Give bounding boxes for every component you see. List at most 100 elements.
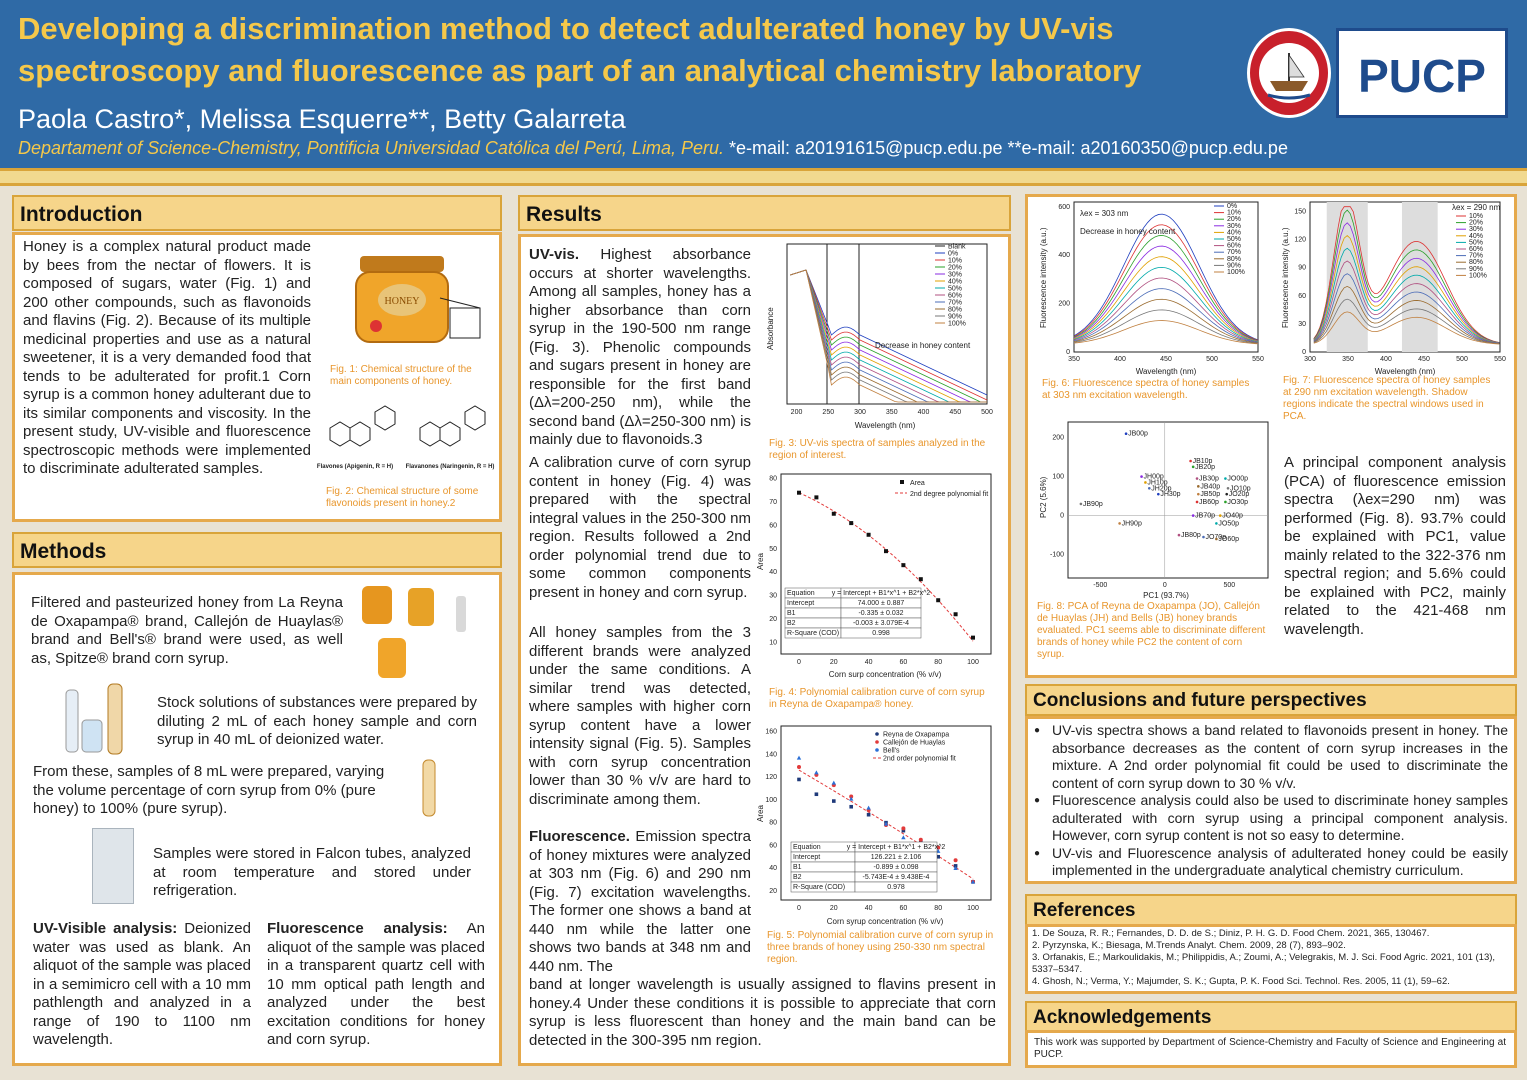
- fig5-point: [849, 794, 854, 799]
- header-stripe: [0, 168, 1527, 186]
- fig4-table-value: y = Intercept + B1*x^1 + B2*x^2: [832, 590, 931, 597]
- reference-item: 1. De Souza, R. R.; Fernandes, D. D. de …: [1032, 928, 1430, 939]
- fig4-point: [814, 495, 819, 500]
- fig3-legend-label: 10%: [948, 258, 962, 265]
- fig6-ylabel: Fluorescence intensity (a.u.): [1039, 227, 1048, 328]
- fig5-point: [832, 799, 836, 803]
- results-uv-p1: UV-vis. Highest absorbance occurs at sho…: [529, 246, 751, 450]
- fig7-series-line: [1313, 247, 1500, 344]
- fig3-annotation: Decrease in honey content: [875, 341, 971, 350]
- fig4-xtick: 100: [967, 659, 979, 666]
- fig5-xtick: 100: [967, 905, 979, 912]
- fig2-caption: Fig. 2: Chemical structure of some flavo…: [326, 486, 479, 509]
- fig3-legend-label: 0%: [948, 251, 958, 258]
- fig8-ytick: 0: [1060, 513, 1064, 520]
- fig8-point-label: JB80p: [1181, 532, 1201, 539]
- fig6-legend-label: 10%: [1227, 210, 1241, 217]
- poster-header: Developing a discrimination method to de…: [0, 0, 1527, 168]
- fig4-point: [797, 490, 801, 495]
- references-box: [1025, 924, 1517, 994]
- fig5-point: [901, 835, 906, 840]
- fig7-legend-label: 80%: [1469, 259, 1483, 266]
- fig8-point: [1224, 477, 1227, 480]
- fig4-point: [884, 549, 888, 554]
- fig8-point-label: JO10p: [1230, 485, 1251, 492]
- fig4-ytick: 10: [769, 639, 777, 646]
- results-uv-p1-text: Highest absorbance occurs at shorter wav…: [529, 246, 751, 448]
- fig6-caption: Fig. 6: Fluorescence spectra of honey sa…: [1042, 378, 1250, 401]
- fig3-xtick: 450: [949, 409, 961, 416]
- fig8-xtick: 500: [1223, 582, 1235, 589]
- fig6-xtick: 350: [1068, 356, 1080, 363]
- uv-analysis-text: UV-Visible analysis: Deionized water was…: [33, 920, 251, 1050]
- fig5-point: [901, 828, 906, 833]
- fig8-point-label: JB00p: [1128, 431, 1148, 438]
- fig7-xtick: 450: [1418, 356, 1430, 363]
- conclusion-item: UV-vis spectra shows a band related to f…: [1034, 722, 1508, 792]
- fig4-table-value: -0.003 ± 3.079E-4: [853, 620, 909, 627]
- fig7-ytick: 120: [1294, 237, 1306, 244]
- fig4-ytick: 40: [769, 569, 777, 576]
- fig8-point: [1215, 537, 1218, 541]
- fig6-series-line: [1073, 245, 1259, 342]
- results-uv-p2: A calibration curve of corn syrup conten…: [529, 454, 751, 601]
- conclusion-item: UV-vis and Fluorescence analysis of adul…: [1034, 845, 1508, 880]
- fig7-ytick: 90: [1298, 265, 1306, 272]
- fig6-legend-label: 100%: [1227, 269, 1245, 276]
- fig8-point: [1189, 459, 1192, 463]
- fig4-point: [901, 563, 906, 568]
- fig8-point: [1215, 522, 1218, 525]
- fig4-xtick: 20: [830, 659, 838, 666]
- fig3-ylabel: Absorbance: [766, 307, 775, 350]
- fig7-series-line: [1313, 222, 1500, 344]
- conclusions-list: UV-vis spectra shows a band related to f…: [1034, 722, 1508, 880]
- fig5-table-value: -5.743E-4 ± 9.438E-4: [863, 874, 930, 881]
- fig8-point: [1224, 500, 1227, 504]
- fig3-caption: Fig. 3: UV-vis spectra of samples analyz…: [769, 438, 986, 461]
- fig4-table-key: B2: [787, 620, 796, 627]
- fig6-xtick: 450: [1160, 356, 1172, 363]
- fig8-point: [1218, 514, 1222, 517]
- flavanones-label: Flavanones (Naringenin, R = H): [406, 464, 495, 470]
- fig7-xtick: 350: [1342, 356, 1354, 363]
- fig7-series-line: [1313, 273, 1500, 344]
- fig5-legend-label: Bell's: [883, 748, 900, 755]
- fig5-table-key: R-Square (COD): [793, 884, 845, 891]
- fig5-ytick: 120: [765, 774, 777, 781]
- fig6-xtick: 550: [1252, 356, 1264, 363]
- emails: *e-mail: a20191615@pucp.edu.pe **e-mail:…: [729, 138, 1288, 158]
- flavonoid-structures-image: Flavones (Apigenin, R = H) Flavanones (N…: [315, 398, 497, 480]
- fig7-series-line: [1313, 206, 1500, 343]
- fig5-point: [797, 777, 801, 782]
- fig6-series-line: [1073, 298, 1259, 344]
- fig8-point-label: JB90p: [1083, 501, 1103, 508]
- reference-item: 4. Ghosh, N.; Verma, Y.; Majumder, S. K.…: [1032, 976, 1450, 987]
- fig7-legend-label: 60%: [1469, 246, 1483, 253]
- fig5-point: [866, 805, 871, 810]
- fig8-xtick: 0: [1163, 582, 1167, 589]
- fig5-xlabel: Corn syrup concentration (% v/v): [827, 917, 944, 926]
- results-fl-p2: band at longer wavelength is usually ass…: [529, 976, 996, 1049]
- methods-p3: From these, samples of 8 mL were prepare…: [33, 763, 385, 817]
- fig6-legend-label: 50%: [1227, 236, 1241, 243]
- fig4-ylabel: Area: [756, 553, 765, 570]
- conclusion-item: Fluorescence analysis could also be used…: [1034, 792, 1508, 845]
- fig5-ytick: 160: [765, 729, 777, 736]
- fig4-xlabel: Corn surp concentration (% v/v): [829, 670, 942, 679]
- fig6-series-line: [1073, 277, 1259, 343]
- fig6-series-line: [1073, 266, 1259, 343]
- fig7-ytick: 0: [1302, 349, 1306, 356]
- fig5-legend-label: Reyna de Oxapampa: [883, 732, 949, 739]
- fig7-legend-label: 10%: [1469, 213, 1483, 220]
- reference-item: 2. Pyrzynska, K.; Biesaga, M.Trends Anal…: [1032, 940, 1346, 951]
- fig7-xtick: 400: [1380, 356, 1392, 363]
- fig5-point: [953, 864, 958, 868]
- refrigerator-image: [92, 828, 134, 904]
- fig7-legend-label: 90%: [1469, 266, 1483, 273]
- fig4-point: [971, 635, 975, 640]
- fig6-ytick: 0: [1066, 349, 1070, 356]
- fig5-legend-marker: [875, 732, 879, 736]
- fig8-point-label: JH30p: [1160, 491, 1180, 498]
- fig4-point: [866, 532, 871, 537]
- fig3-xtick: 300: [854, 409, 866, 416]
